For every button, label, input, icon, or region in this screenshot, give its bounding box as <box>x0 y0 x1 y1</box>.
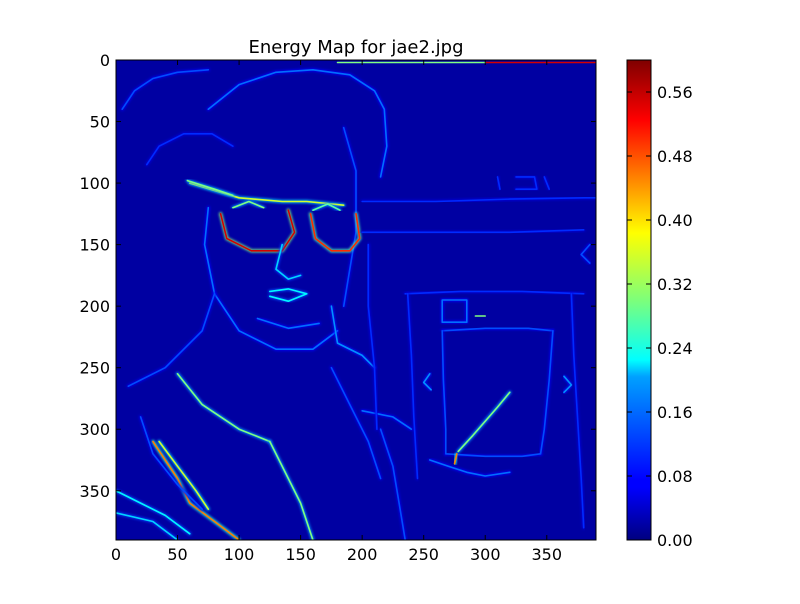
heatmap-edge-layer <box>116 60 596 540</box>
edge-hair-left <box>121 69 210 110</box>
x-tick-label: 350 <box>531 545 562 564</box>
edge-jacket-left-2 <box>116 512 179 540</box>
plot-frame <box>115 59 597 541</box>
colorbar-tick-label: 0.08 <box>657 467 693 486</box>
y-tick-label: 350 <box>79 482 110 501</box>
edge-jacket-line-1 <box>139 416 203 511</box>
edge-board-top-2 <box>361 229 585 234</box>
y-tick-label: 0 <box>100 51 110 70</box>
edge-hair-back <box>146 133 234 166</box>
edge-arm-right <box>330 366 382 480</box>
edge-jacket-left <box>116 489 191 535</box>
y-tick-label: 250 <box>79 359 110 378</box>
edge-board-frame-top <box>404 290 585 295</box>
edge-arrow-left <box>422 372 432 391</box>
edge-eye-left <box>232 200 265 209</box>
edge-text-b <box>515 176 538 190</box>
edge-pen <box>457 391 511 453</box>
x-tick-label: 200 <box>347 545 378 564</box>
colorbar-tick-label: 0.00 <box>657 531 693 550</box>
x-tick-label: 150 <box>285 545 316 564</box>
y-axis: 0 50 100 150 200 250 300 350 <box>79 51 596 501</box>
edge-text-c <box>543 176 551 190</box>
y-tick-label: 50 <box>90 113 110 132</box>
edge-right-edge-circle <box>580 243 591 264</box>
colorbar-tick-label: 0.48 <box>657 147 693 166</box>
edge-eye-right <box>312 203 341 211</box>
edge-chin <box>256 317 320 330</box>
edge-hair-crown <box>207 69 388 178</box>
colorbar-axis: 0.00 0.08 0.16 0.24 0.32 0.40 0.48 0.56 <box>627 83 693 550</box>
edge-text-a <box>496 176 501 190</box>
y-tick-label: 300 <box>79 420 110 439</box>
colorbar-tick-label: 0.32 <box>657 275 693 294</box>
edge-icon-square <box>441 299 468 324</box>
y-tick-label: 150 <box>79 236 110 255</box>
edge-face-right <box>342 126 357 308</box>
x-tick-label: 250 <box>408 545 439 564</box>
edge-nose <box>275 243 302 280</box>
edge-glasses-arm <box>186 179 234 197</box>
edge-glasses-left-lens <box>219 209 296 252</box>
x-tick-label: 100 <box>224 545 255 564</box>
colorbar-tick-label: 0.56 <box>657 83 693 102</box>
edge-collar-left <box>176 372 271 443</box>
edge-jacket-right-2 <box>379 428 407 540</box>
edge-neck-left <box>127 292 216 388</box>
edge-pen-tip <box>453 452 458 465</box>
edge-shirt-placket <box>158 440 210 511</box>
x-tick-label: 0 <box>111 545 121 564</box>
edge-board-top <box>361 197 596 203</box>
colorbar-tick-label: 0.24 <box>657 339 693 358</box>
edge-board-left <box>367 243 378 431</box>
chart-title: Energy Map for jae2.jpg <box>248 37 463 58</box>
edge-collar-v <box>268 440 314 540</box>
edge-screen-bottom <box>444 452 542 458</box>
colorbar-tick-label: 0.40 <box>657 211 693 230</box>
y-tick-label: 200 <box>79 297 110 316</box>
edge-jacket-right <box>361 409 413 431</box>
edge-screen-left <box>441 329 447 455</box>
edge-arrow-right <box>563 375 573 394</box>
edge-mouth <box>268 288 308 303</box>
x-axis: 0 50 100 150 200 250 300 350 <box>111 60 562 564</box>
y-tick-label: 100 <box>79 174 110 193</box>
edge-screen-right <box>539 329 554 455</box>
edge-board-frame-left <box>406 292 419 480</box>
edge-glasses-right-lens <box>309 213 361 252</box>
x-tick-label: 300 <box>470 545 501 564</box>
edge-board-frame-right <box>570 292 585 529</box>
edge-neck-right <box>330 305 376 369</box>
colorbar-tick-label: 0.16 <box>657 403 693 422</box>
edge-screen-top <box>441 327 554 332</box>
x-tick-label: 50 <box>167 545 187 564</box>
colorbar <box>626 59 652 541</box>
edge-face-left <box>203 206 339 351</box>
edge-hand <box>428 459 511 477</box>
heatmap-background <box>116 60 596 540</box>
